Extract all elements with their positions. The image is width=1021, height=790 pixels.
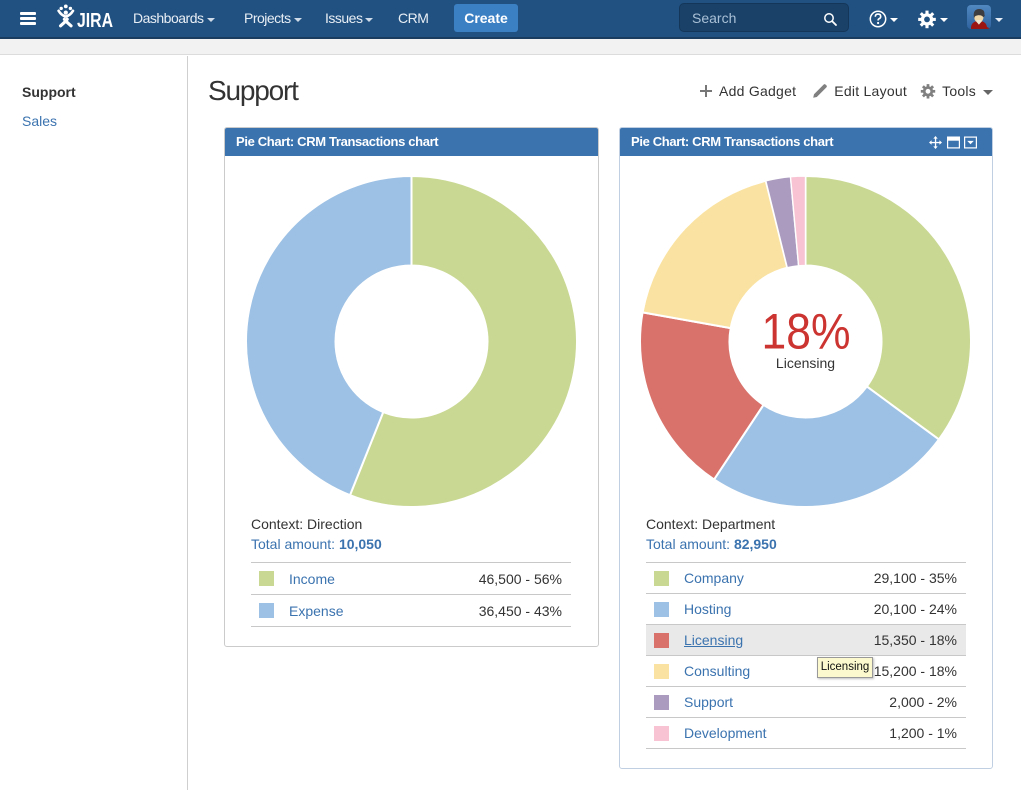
- svg-text:Licensing: Licensing: [776, 355, 835, 371]
- svg-text:JIRA: JIRA: [77, 9, 113, 32]
- svg-text:18%: 18%: [762, 304, 851, 360]
